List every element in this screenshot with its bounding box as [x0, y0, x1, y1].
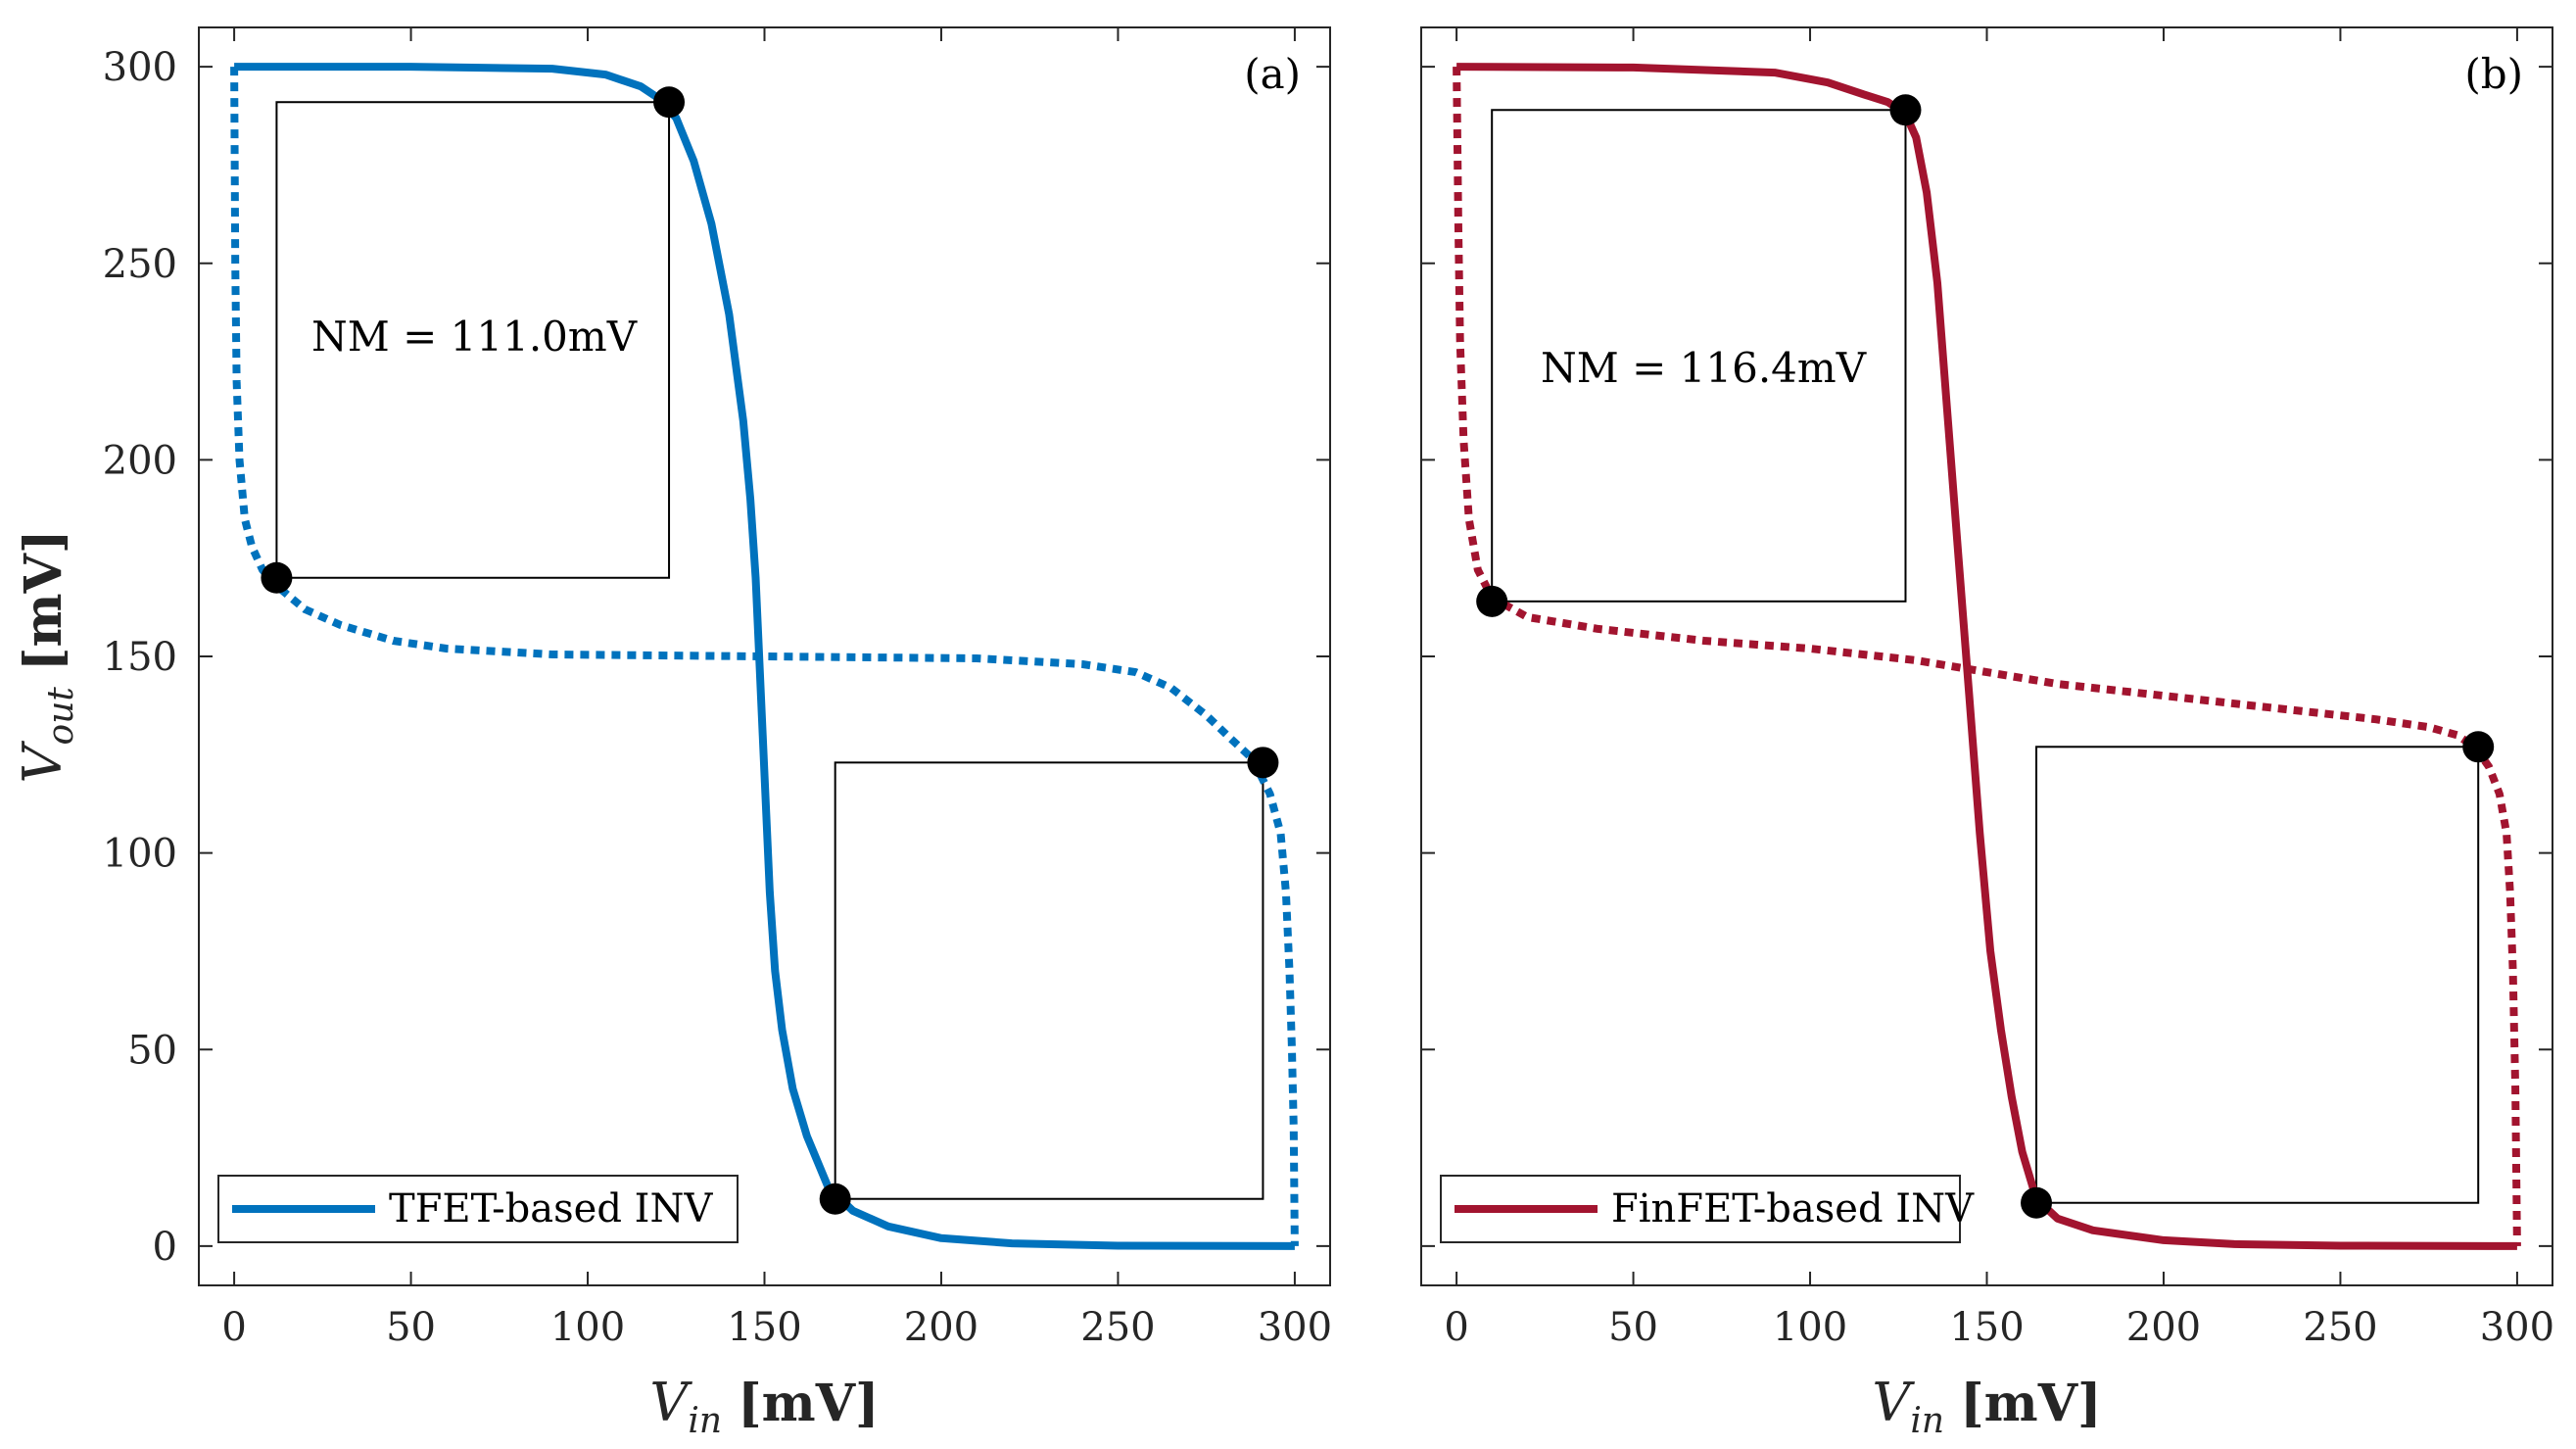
y-tick-label: 0	[153, 1225, 177, 1270]
x-tick-label: 150	[727, 1305, 801, 1350]
y-tick-label: 100	[103, 832, 177, 877]
legend-label: FinFET-based INV	[1611, 1186, 1975, 1232]
x-tick-label: 250	[1080, 1305, 1155, 1350]
x-tick-label: 150	[1949, 1305, 2024, 1350]
legend-label: TFET-based INV	[389, 1186, 713, 1232]
x-axis-label: Vin [mV]	[1872, 1372, 2101, 1441]
panel-label: (a)	[1244, 50, 1301, 98]
y-tick-label: 150	[103, 635, 177, 680]
x-tick-label: 200	[904, 1305, 978, 1350]
panel-label: (b)	[2464, 50, 2523, 98]
x-tick-label: 50	[1608, 1305, 1658, 1350]
x-tick-label: 300	[2480, 1305, 2554, 1350]
x-tick-label: 100	[1773, 1305, 1847, 1350]
vtc-marker	[2462, 731, 2495, 763]
y-tick-label: 50	[127, 1028, 177, 1073]
vtc-marker	[1889, 94, 1922, 126]
legend: FinFET-based INV	[1440, 1175, 1975, 1243]
vtc-marker	[819, 1183, 851, 1215]
noise-margin-annotation: NM = 111.0mV	[311, 313, 638, 361]
y-tick-label: 200	[103, 438, 177, 483]
x-tick-label: 250	[2303, 1305, 2377, 1350]
vtc-marker	[1476, 585, 1508, 617]
x-tick-label: 0	[1444, 1305, 1468, 1350]
x-tick-label: 200	[2126, 1305, 2201, 1350]
vtc-marker	[261, 561, 293, 594]
noise-margin-annotation: NM = 116.4mV	[1541, 344, 1867, 392]
noise-margin-box	[2035, 746, 2480, 1204]
x-tick-label: 100	[550, 1305, 625, 1350]
legend: TFET-based INV	[217, 1175, 739, 1243]
series-line-dotted	[230, 67, 1299, 1246]
x-tick-label: 50	[386, 1305, 436, 1350]
series-line-solid	[1456, 63, 2517, 1250]
x-tick-label: 0	[221, 1305, 246, 1350]
noise-margin-box	[1491, 109, 1907, 603]
axes-box	[1420, 26, 2553, 1286]
x-tick-label: 300	[1258, 1305, 1332, 1350]
y-tick-label: 250	[103, 242, 177, 287]
vtc-marker	[2021, 1186, 2053, 1219]
axes-box	[198, 26, 1331, 1286]
y-tick-label: 300	[103, 45, 177, 90]
panel-a: 0 50 100 150 200 250 300 0 50 100 150 200 250 300 (a) N…	[12, 26, 1332, 1441]
series-line-solid	[234, 63, 1295, 1250]
series-line-dotted	[1453, 67, 2521, 1246]
noise-margin-box	[834, 761, 1264, 1200]
vtc-marker	[653, 86, 686, 119]
y-axis-label: Vout[mV]	[12, 530, 81, 784]
noise-margin-box	[275, 101, 671, 579]
panel-b: 0 50 100 150 200 250 300 (b) NM = 116.4mV FinFET-…	[1420, 26, 2554, 1441]
x-axis-label: Vin [mV]	[649, 1372, 879, 1441]
vtc-marker	[1247, 747, 1279, 779]
